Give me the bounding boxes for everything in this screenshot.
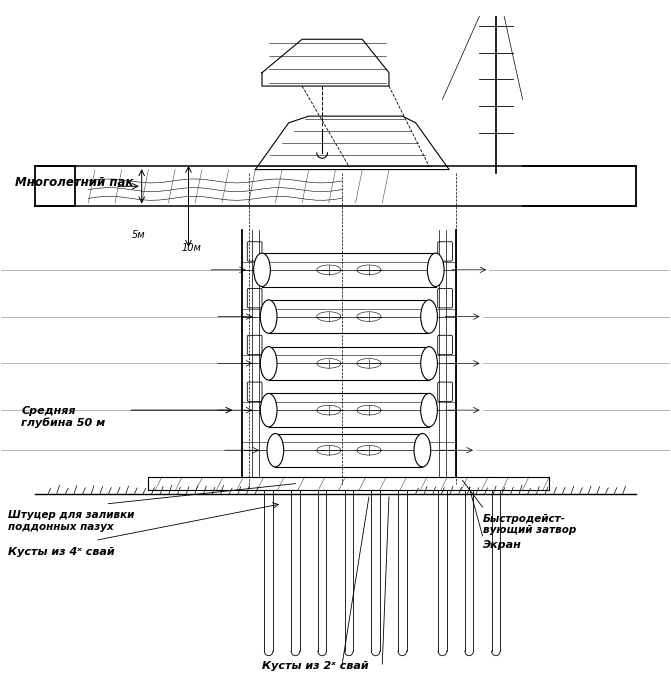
Text: Кусты из 4ˣ свай: Кусты из 4ˣ свай [8,547,115,557]
Ellipse shape [267,433,284,467]
Text: Средняя
глубина 50 м: Средняя глубина 50 м [21,406,106,428]
Ellipse shape [421,393,437,427]
Ellipse shape [421,300,437,333]
Text: Быстродейст-
вующий затвор: Быстродейст- вующий затвор [482,514,576,536]
Text: Экран: Экран [482,540,521,550]
Ellipse shape [414,433,431,467]
Text: Кусты из 2ˣ свай: Кусты из 2ˣ свай [262,661,369,671]
Polygon shape [148,477,550,490]
Ellipse shape [260,300,277,333]
Text: 10м: 10м [182,243,202,253]
Ellipse shape [421,346,437,380]
Text: Штуцер для заливки
поддонных пазух: Штуцер для заливки поддонных пазух [8,510,134,532]
Text: Многолетний пак: Многолетний пак [15,176,133,190]
Ellipse shape [254,253,270,286]
Text: 5м: 5м [132,230,145,239]
Ellipse shape [260,393,277,427]
Ellipse shape [260,346,277,380]
Ellipse shape [427,253,444,286]
